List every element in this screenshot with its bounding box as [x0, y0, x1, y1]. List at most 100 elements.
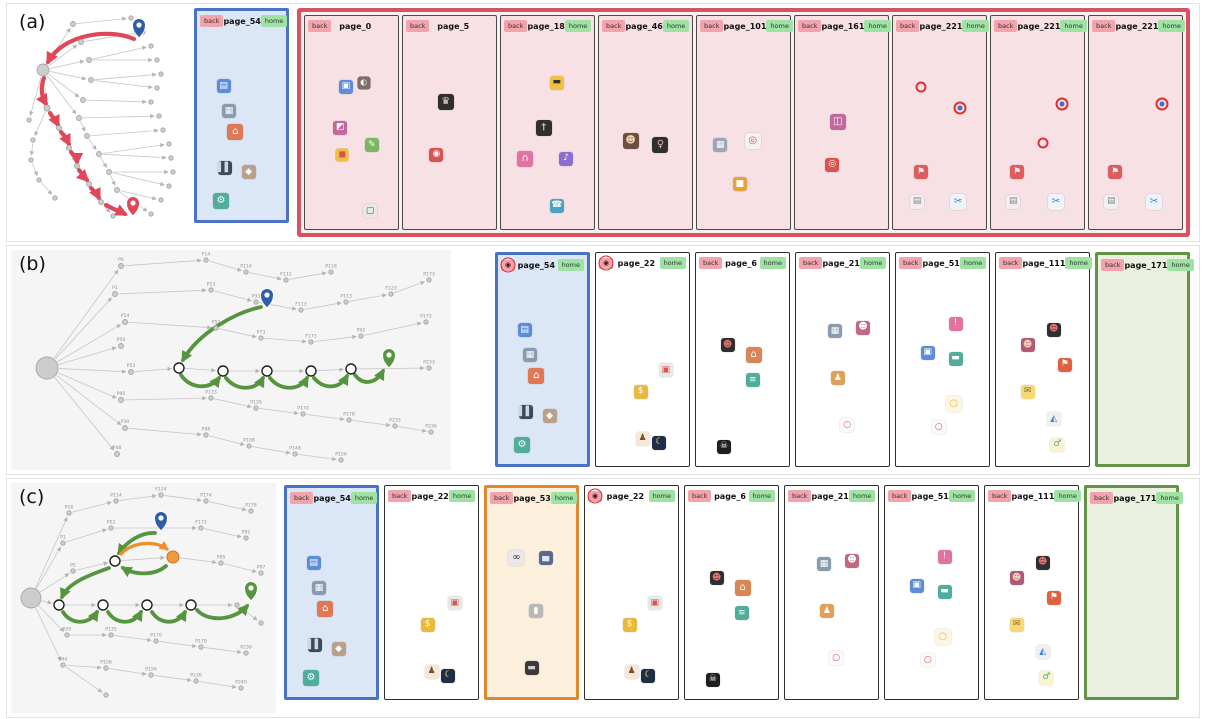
doc-icon[interactable]: ▤ [1006, 194, 1021, 209]
wardrobe-icon[interactable]: ▌▌ [217, 161, 232, 176]
cd-icon[interactable]: ◉ [429, 147, 444, 162]
rack-icon[interactable]: ≡ [745, 373, 760, 388]
bank-icon[interactable]: ▦ [828, 324, 843, 339]
home-button[interactable]: home [748, 490, 775, 502]
tablet-icon[interactable]: ▤ [517, 323, 532, 338]
person-icon[interactable]: ♟ [819, 604, 834, 619]
flag-icon[interactable]: ⚑ [1046, 590, 1061, 605]
back-button[interactable]: back [200, 15, 224, 27]
back-button[interactable]: back [699, 257, 723, 269]
loupe-icon[interactable]: ○ [840, 418, 855, 433]
home-button[interactable]: home [1156, 492, 1183, 504]
house-icon[interactable]: ⌂ [317, 601, 334, 618]
dress-icon[interactable]: ♛ [437, 94, 454, 111]
flag-icon[interactable]: ⚑ [1010, 165, 1025, 180]
taxi-icon[interactable]: ▬ [549, 75, 564, 90]
mail-icon[interactable]: ✉ [1020, 384, 1035, 399]
gymnast-icon[interactable]: ♂ [1050, 437, 1065, 452]
home-button[interactable]: home [959, 257, 987, 269]
flag-icon[interactable]: ⚑ [1108, 165, 1123, 180]
portrait-icon[interactable]: ☻ [622, 133, 639, 150]
scissors-icon[interactable]: ✂ [1146, 193, 1163, 210]
home-button[interactable]: home [550, 492, 578, 504]
back-button[interactable]: back [988, 490, 1012, 502]
frame-icon[interactable]: ☻ [720, 338, 735, 353]
home-button[interactable]: home [766, 20, 793, 32]
bank-icon[interactable]: ▦ [713, 138, 728, 153]
wardrobe-icon[interactable]: ▌▌ [518, 405, 533, 420]
back-button[interactable]: back [308, 20, 332, 32]
frame-icon[interactable]: ☻ [1035, 555, 1050, 570]
lamp-icon[interactable]: ▮ [528, 604, 543, 619]
home-button[interactable]: home [557, 259, 584, 271]
tablet-icon[interactable]: ▤ [216, 79, 231, 94]
back-button[interactable]: back [799, 257, 823, 269]
house-icon[interactable]: ⌂ [528, 368, 545, 385]
home-button[interactable]: home [260, 15, 288, 27]
back-button[interactable]: back [1090, 492, 1114, 504]
basket-icon[interactable]: ◆ [241, 165, 256, 180]
coin-icon[interactable]: $ [420, 617, 435, 632]
back-button[interactable]: back [602, 20, 626, 32]
home-button[interactable]: home [859, 257, 887, 269]
monitor-icon[interactable]: ▣ [920, 345, 935, 360]
person-icon[interactable]: ♟ [635, 431, 650, 446]
back-button[interactable]: back [700, 20, 724, 32]
easel-icon[interactable]: ▣ [647, 596, 662, 611]
loupe-icon[interactable]: ○ [829, 651, 844, 666]
microphone-icon[interactable]: ♪ [559, 151, 574, 166]
observe-icon[interactable]: ◉ [598, 255, 614, 271]
house-icon[interactable]: ⌂ [227, 124, 244, 141]
home-button[interactable]: home [759, 257, 786, 269]
night-icon[interactable]: ☾ [441, 668, 456, 683]
headphones-icon[interactable]: ∩ [517, 150, 534, 167]
home-button[interactable]: home [448, 490, 476, 502]
person-icon[interactable]: ♟ [424, 664, 439, 679]
home-button[interactable]: home [564, 20, 592, 32]
easel-icon[interactable]: ▣ [447, 596, 462, 611]
dancer-icon[interactable]: ♀ [652, 137, 669, 154]
person-icon[interactable]: ♟ [624, 664, 639, 679]
camera-icon[interactable]: ◐ [357, 76, 371, 90]
bank-icon[interactable]: ▦ [817, 557, 832, 572]
back-button[interactable]: back [999, 257, 1023, 269]
rack-icon[interactable]: ≡ [734, 606, 749, 621]
bank-icon[interactable]: ▦ [523, 348, 538, 363]
bank-icon[interactable]: ▦ [312, 581, 327, 596]
ring-icon[interactable]: ○ [945, 395, 962, 412]
scissors-icon[interactable]: ✂ [950, 193, 967, 210]
skull-icon[interactable]: ☠ [705, 672, 720, 687]
doc-icon[interactable]: ▤ [1104, 194, 1119, 209]
frame-icon[interactable]: ☻ [709, 571, 724, 586]
back-button[interactable]: back [994, 20, 1018, 32]
bank-icon[interactable]: ▦ [222, 104, 237, 119]
loupe-icon[interactable]: ○ [920, 653, 935, 667]
wardrobe-icon[interactable]: ▌▌ [307, 638, 322, 653]
monitor-icon[interactable]: ▣ [338, 79, 353, 94]
dart-icon[interactable]: ◎ [825, 157, 840, 172]
monitor-icon[interactable]: ▣ [909, 578, 924, 593]
portrait-icon[interactable]: ☻ [855, 320, 870, 335]
tablet-icon[interactable]: ▤ [306, 556, 321, 571]
back-button[interactable]: back [504, 20, 528, 32]
night-icon[interactable]: ☾ [652, 435, 667, 450]
basket-icon[interactable]: ◆ [331, 642, 346, 657]
flag-icon[interactable]: ⚑ [1057, 357, 1072, 372]
home-button[interactable]: home [948, 490, 976, 502]
bell-icon[interactable]: ! [937, 549, 952, 564]
home-button[interactable]: home [1054, 490, 1081, 502]
house-icon[interactable]: ⌂ [734, 579, 751, 596]
flag-icon[interactable]: ⚑ [913, 165, 928, 180]
home-button[interactable]: home [648, 490, 675, 502]
back-button[interactable]: back [388, 490, 412, 502]
woman-icon[interactable]: ☻ [1020, 338, 1035, 353]
bell-icon[interactable]: ! [948, 316, 963, 331]
loupe-icon[interactable]: ○ [931, 420, 946, 434]
frame-icon[interactable]: ☻ [1046, 322, 1061, 337]
doc-icon[interactable]: ▤ [910, 194, 925, 209]
back-button[interactable]: back [788, 490, 812, 502]
notes-icon[interactable]: ✎ [364, 138, 379, 153]
art-icon[interactable]: ◭ [1046, 412, 1061, 427]
home-button[interactable]: home [848, 490, 876, 502]
table-icon[interactable]: ▬ [524, 661, 539, 676]
